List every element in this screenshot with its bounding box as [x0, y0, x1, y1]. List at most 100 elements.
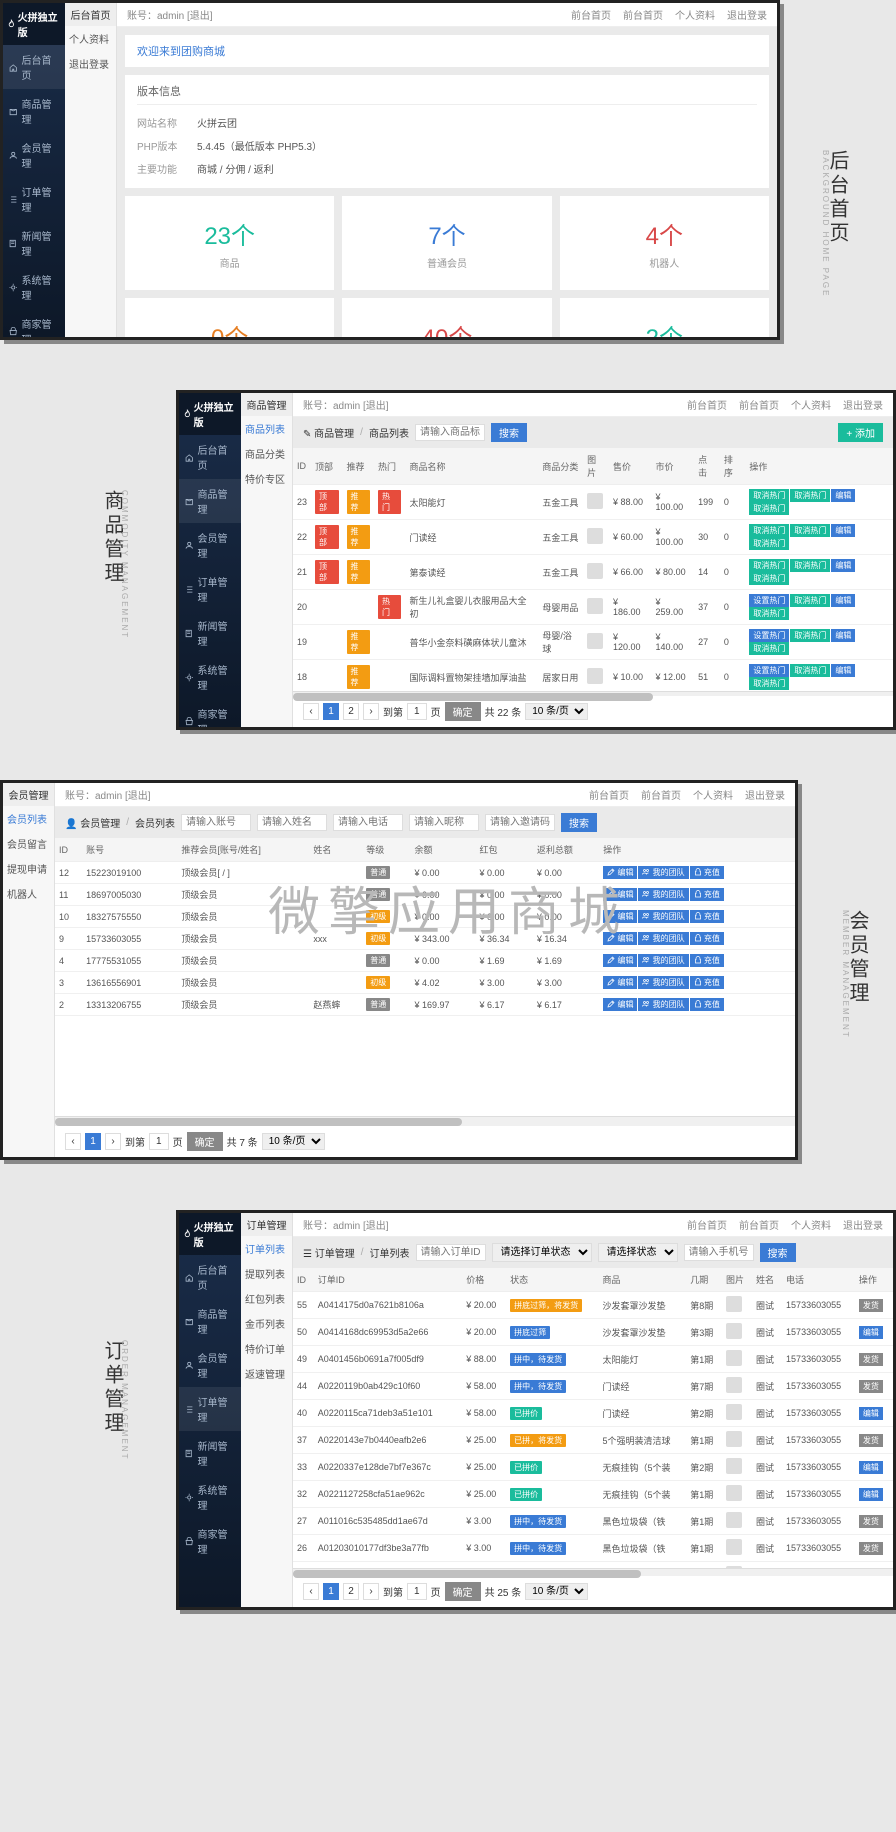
row-action[interactable]: 我的团队 — [638, 998, 688, 1011]
topbar-link[interactable]: 前台首页 — [687, 401, 727, 412]
search-input[interactable] — [415, 424, 485, 441]
page-btn[interactable]: 2 — [343, 1583, 359, 1600]
add-button[interactable]: + 添加 — [838, 423, 883, 442]
page-next[interactable]: › — [363, 1583, 379, 1600]
topbar-link[interactable]: 个人资料 — [675, 11, 715, 22]
tag-rec[interactable]: 推荐 — [347, 665, 370, 689]
topbar-quit[interactable]: [退出] — [363, 401, 389, 412]
row-action[interactable]: 编辑 — [603, 998, 637, 1011]
nav-home[interactable]: 后台首页 — [3, 45, 65, 89]
topbar-quit[interactable]: [退出] — [125, 791, 151, 802]
stat-card[interactable]: 4个机器人 — [560, 196, 769, 290]
row-action[interactable]: 设置热门 — [749, 629, 789, 642]
row-action[interactable]: 编辑 — [859, 1461, 883, 1474]
row-action[interactable]: 充值 — [690, 932, 724, 945]
row-action[interactable]: 取消热门 — [790, 559, 830, 572]
tag-top[interactable]: 顶部 — [315, 490, 338, 514]
row-action[interactable]: 取消热门 — [749, 572, 789, 585]
row-action[interactable]: 取消热门 — [790, 524, 830, 537]
subnav-item[interactable]: 商品列表 — [241, 416, 292, 441]
row-action[interactable]: 编辑 — [859, 1326, 883, 1339]
pager-jump-input[interactable]: 1 — [407, 1583, 427, 1600]
search-button[interactable]: 搜索 — [561, 813, 597, 832]
pager-jump-input[interactable]: 1 — [149, 1133, 169, 1150]
row-action[interactable]: 发货 — [859, 1299, 883, 1312]
filter-input[interactable] — [257, 814, 327, 831]
nav-box[interactable]: 商品管理 — [3, 89, 65, 133]
row-action[interactable]: 充值 — [690, 954, 724, 967]
page-prev[interactable]: ‹ — [65, 1133, 81, 1150]
row-action[interactable]: 编辑 — [831, 489, 855, 502]
row-action[interactable]: 取消热门 — [749, 537, 789, 550]
pager-jump-input[interactable]: 1 — [407, 703, 427, 720]
page-btn[interactable]: 2 — [343, 703, 359, 720]
page-btn[interactable]: 1 — [323, 1583, 339, 1600]
row-action[interactable]: 编辑 — [603, 866, 637, 879]
subnav-item[interactable]: 特价订单 — [241, 1336, 292, 1361]
row-action[interactable]: 编辑 — [603, 910, 637, 923]
row-action[interactable]: 我的团队 — [638, 888, 688, 901]
subnav-item[interactable]: 提取列表 — [241, 1261, 292, 1286]
row-action[interactable]: 设置热门 — [749, 664, 789, 677]
topbar-link[interactable]: 退出登录 — [843, 401, 883, 412]
topbar-link[interactable]: 个人资料 — [791, 1221, 831, 1232]
row-action[interactable]: 取消热门 — [749, 502, 789, 515]
crumb-1[interactable]: 👤 会员管理 — [65, 815, 120, 830]
row-action[interactable]: 充值 — [690, 888, 724, 901]
row-action[interactable]: 取消热门 — [749, 524, 789, 537]
nav-list[interactable]: 订单管理 — [179, 1387, 241, 1431]
row-action[interactable]: 取消热门 — [749, 607, 789, 620]
tag-top[interactable]: 顶部 — [315, 560, 338, 584]
nav-list[interactable]: 订单管理 — [3, 177, 65, 221]
topbar-link[interactable]: 前台首页 — [739, 401, 779, 412]
topbar-link[interactable]: 个人资料 — [791, 401, 831, 412]
nav-list[interactable]: 订单管理 — [179, 567, 241, 611]
crumb-2[interactable]: 商品列表 — [369, 425, 409, 440]
topbar-link[interactable]: 前台首页 — [623, 11, 663, 22]
topbar-link[interactable]: 前台首页 — [589, 791, 629, 802]
nav-gear[interactable]: 系统管理 — [3, 265, 65, 309]
row-action[interactable]: 取消热门 — [790, 629, 830, 642]
pager-size[interactable]: 10 条/页 — [525, 1583, 588, 1600]
subnav-item[interactable]: 会员列表 — [3, 806, 54, 831]
nav-user[interactable]: 会员管理 — [3, 133, 65, 177]
subnav-item[interactable]: 会员留言 — [3, 831, 54, 856]
search-button[interactable]: 搜索 — [491, 423, 527, 442]
crumb-1[interactable]: ☰ 订单管理 — [303, 1245, 355, 1260]
crumb-1[interactable]: ✎ 商品管理 — [303, 425, 354, 440]
stat-card[interactable]: 40个订单未发货 — [342, 298, 551, 337]
row-action[interactable]: 编辑 — [831, 594, 855, 607]
page-btn[interactable]: 1 — [85, 1133, 101, 1150]
topbar-quit[interactable]: [退出] — [187, 11, 213, 22]
subnav-item[interactable]: 金币列表 — [241, 1311, 292, 1336]
topbar-link[interactable]: 前台首页 — [571, 11, 611, 22]
filter-input[interactable] — [485, 814, 555, 831]
row-action[interactable]: 充值 — [690, 866, 724, 879]
row-action[interactable]: 充值 — [690, 998, 724, 1011]
row-action[interactable]: 我的团队 — [638, 954, 688, 967]
nav-gear[interactable]: 系统管理 — [179, 1475, 241, 1519]
nav-news[interactable]: 新闻管理 — [3, 221, 65, 265]
nav-shop[interactable]: 商家管理 — [3, 309, 65, 340]
stat-card[interactable]: 0个提现待处理 — [125, 298, 334, 337]
row-action[interactable]: 充值 — [690, 976, 724, 989]
tag-top[interactable]: 顶部 — [315, 525, 338, 549]
row-action[interactable]: 取消热门 — [790, 664, 830, 677]
nav-home[interactable]: 后台首页 — [179, 435, 241, 479]
row-action[interactable]: 我的团队 — [638, 866, 688, 879]
subnav-item[interactable]: 订单列表 — [241, 1236, 292, 1261]
nav-box[interactable]: 商品管理 — [179, 1299, 241, 1343]
filter-status2[interactable]: 请选择状态 — [598, 1243, 678, 1262]
page-btn[interactable]: 1 — [323, 703, 339, 720]
pager-confirm[interactable]: 确定 — [445, 1582, 481, 1601]
tag-hot[interactable]: 热门 — [378, 490, 401, 514]
page-prev[interactable]: ‹ — [303, 1583, 319, 1600]
subnav-item[interactable]: 退出登录 — [65, 51, 116, 76]
filter-phone[interactable] — [684, 1244, 754, 1261]
page-next[interactable]: › — [363, 703, 379, 720]
nav-shop[interactable]: 商家管理 — [179, 699, 241, 730]
tag-rec[interactable]: 推荐 — [347, 490, 370, 514]
pager-size[interactable]: 10 条/页 — [525, 703, 588, 720]
pager-confirm[interactable]: 确定 — [445, 702, 481, 721]
nav-box[interactable]: 商品管理 — [179, 479, 241, 523]
